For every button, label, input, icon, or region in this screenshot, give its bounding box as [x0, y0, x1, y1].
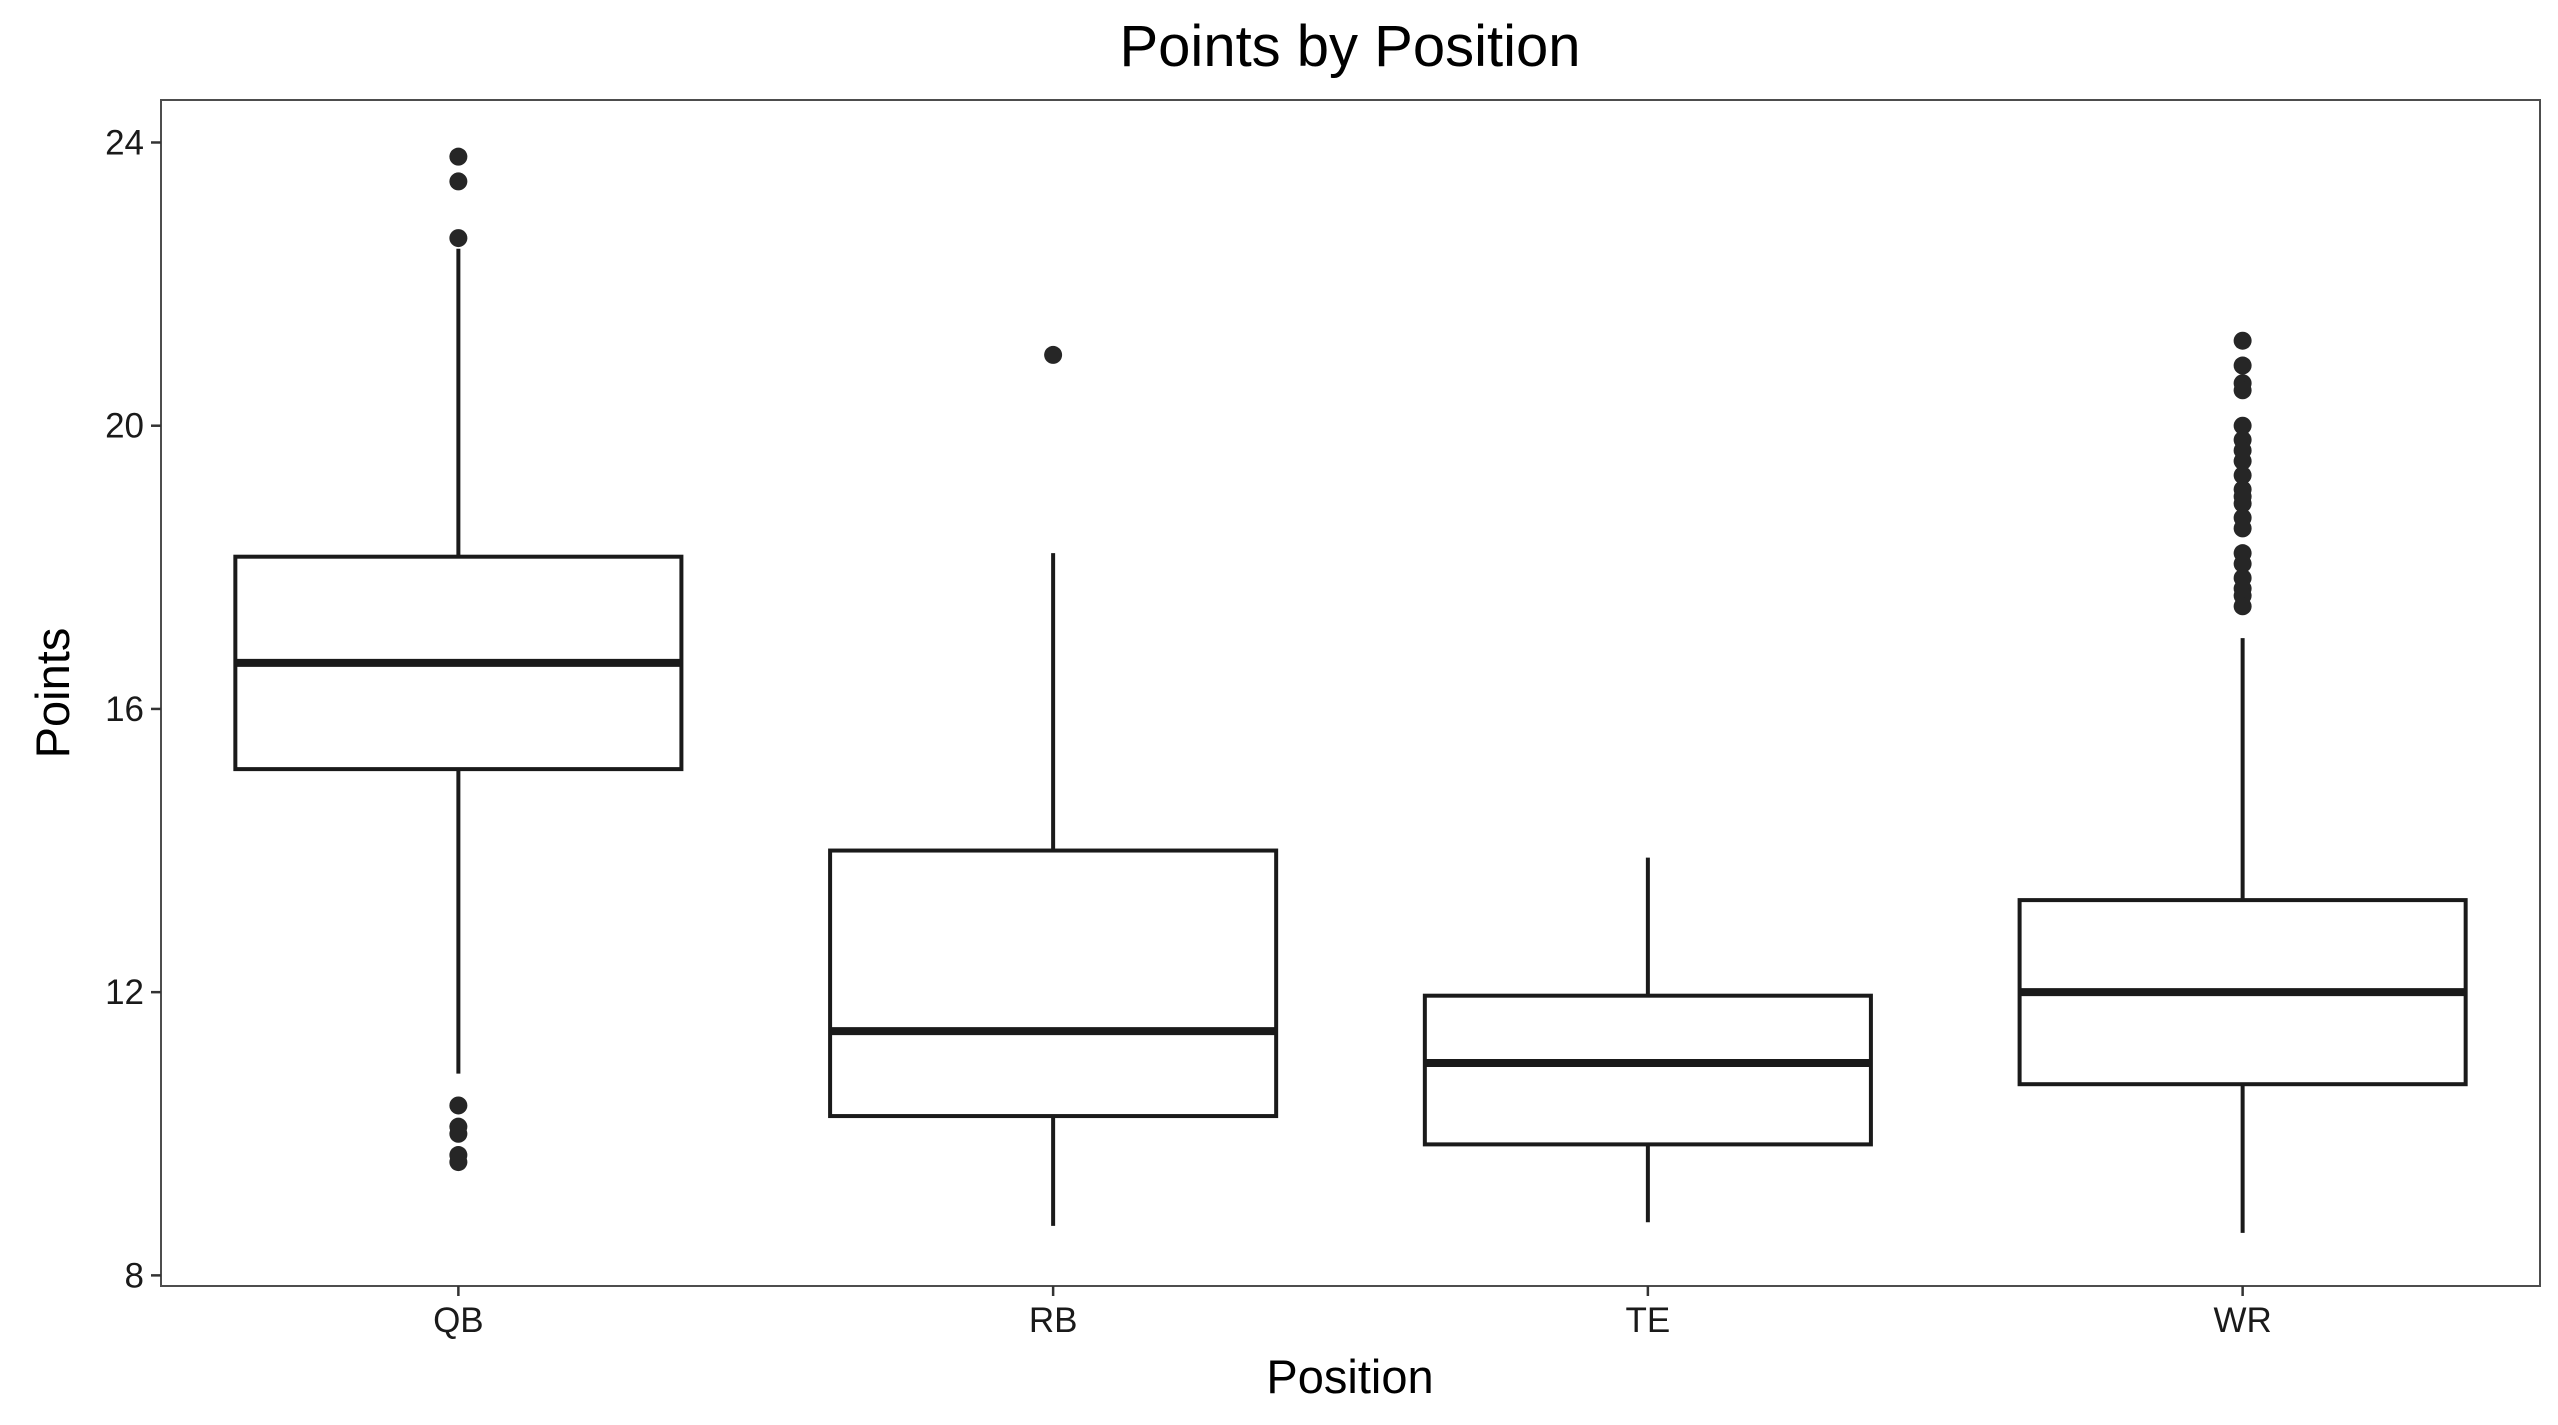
outlier-point — [2233, 554, 2252, 573]
outlier-point — [2233, 452, 2252, 471]
outlier-point — [2233, 466, 2252, 485]
plot-panel: 8 12 16 20 24 QB RB TE WR — [105, 99, 2541, 1340]
outlier-point — [2233, 494, 2252, 513]
y-axis-title: Points — [26, 628, 79, 759]
box-qb — [233, 147, 684, 1172]
outlier-point — [2233, 381, 2252, 400]
iqr-box — [828, 848, 1279, 1119]
box-rb — [828, 345, 1279, 1226]
outlier-point — [2233, 331, 2252, 350]
box-te — [1422, 857, 1873, 1223]
outlier-point — [449, 1124, 468, 1143]
outlier-point — [1044, 345, 1063, 364]
x-axis-title: Position — [1266, 1350, 1433, 1403]
outlier-point — [2233, 356, 2252, 375]
x-axis: QB RB TE WR — [433, 1286, 2272, 1340]
y-axis: 8 12 16 20 24 — [105, 123, 161, 1295]
outlier-point — [449, 229, 468, 248]
outlier-point — [2233, 416, 2252, 435]
y-tick-label: 24 — [105, 123, 144, 162]
y-tick-label: 12 — [105, 973, 144, 1012]
outlier-point — [449, 1153, 468, 1172]
y-tick-label: 20 — [105, 407, 144, 446]
chart-title: Points by Position — [1119, 14, 1580, 79]
x-tick-label: QB — [433, 1301, 484, 1340]
outlier-point — [449, 172, 468, 191]
x-tick-label: TE — [1626, 1301, 1671, 1340]
boxes — [233, 147, 2468, 1233]
outlier-point — [449, 147, 468, 166]
x-tick-label: WR — [2213, 1301, 2271, 1340]
y-tick-label: 16 — [105, 690, 144, 729]
box-wr — [2017, 331, 2468, 1233]
outlier-point — [2233, 519, 2252, 538]
outlier-point — [449, 1096, 468, 1115]
panel-border — [160, 99, 2541, 1287]
iqr-box — [1422, 993, 1873, 1147]
y-tick-label: 8 — [125, 1256, 144, 1295]
x-tick-label: RB — [1029, 1301, 1078, 1340]
outlier-point — [2233, 597, 2252, 616]
